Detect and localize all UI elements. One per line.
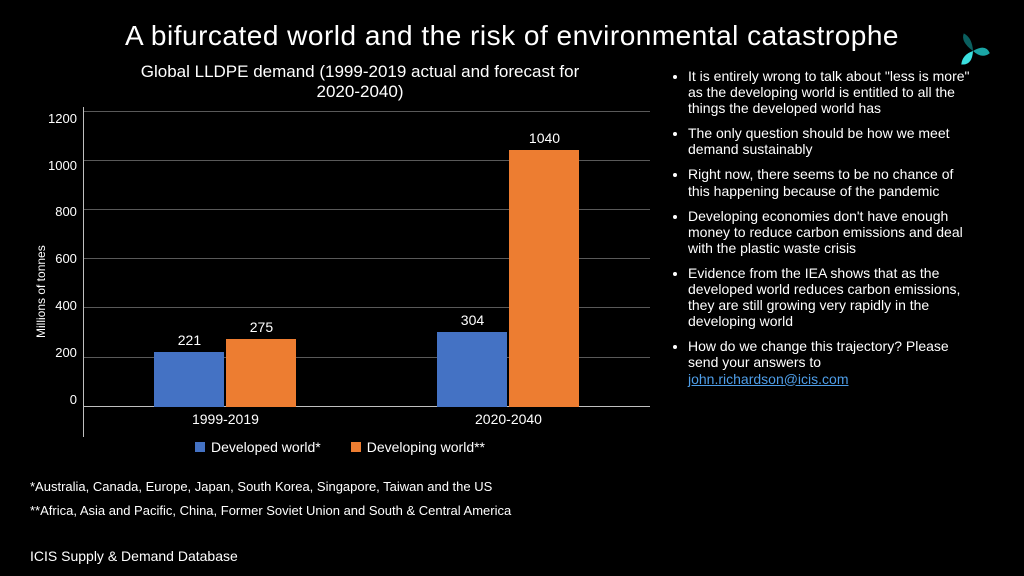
bar-group: 221275 — [84, 111, 367, 407]
ytick: 400 — [55, 298, 77, 313]
legend-item: Developing world** — [351, 439, 485, 455]
slide-title: A bifurcated world and the risk of envir… — [30, 20, 994, 52]
ytick: 1000 — [48, 158, 77, 173]
bar-value-label: 1040 — [529, 130, 560, 146]
chart-legend: Developed world* Developing world** — [30, 439, 650, 455]
bar-value-label: 304 — [461, 312, 484, 328]
legend-label: Developed world* — [211, 439, 321, 455]
ytick: 600 — [55, 251, 77, 266]
footnote: **Africa, Asia and Pacific, China, Forme… — [30, 499, 650, 524]
x-category: 2020-2040 — [367, 411, 650, 427]
bar-chart: Millions of tonnes 1200 1000 800 600 400… — [30, 107, 650, 437]
ytick: 0 — [70, 392, 77, 407]
ytick: 800 — [55, 204, 77, 219]
footnote: *Australia, Canada, Europe, Japan, South… — [30, 475, 650, 500]
email-link[interactable]: john.richardson@icis.com — [688, 371, 849, 387]
bullet-item: The only question should be how we meet … — [688, 125, 978, 157]
company-logo — [952, 30, 994, 72]
y-axis-ticks: 1200 1000 800 600 400 200 0 — [48, 107, 83, 437]
bullet-text: How do we change this trajectory? Please… — [688, 338, 949, 370]
bullet-item: Developing economies don't have enough m… — [688, 208, 978, 256]
x-category: 1999-2019 — [84, 411, 367, 427]
bar: 1040 — [509, 150, 579, 407]
bullet-item: It is entirely wrong to talk about "less… — [688, 68, 978, 116]
ytick: 1200 — [48, 111, 77, 126]
bar-value-label: 221 — [178, 332, 201, 348]
bullet-item: Right now, there seems to be no chance o… — [688, 166, 978, 198]
y-axis-label: Millions of tonnes — [30, 107, 48, 437]
bar: 275 — [226, 339, 296, 407]
ytick: 200 — [55, 345, 77, 360]
bar: 221 — [154, 352, 224, 407]
chart-title: Global LLDPE demand (1999-2019 actual an… — [130, 62, 590, 103]
chart-panel: Global LLDPE demand (1999-2019 actual an… — [30, 62, 650, 524]
legend-swatch — [351, 442, 361, 452]
bar-group: 3041040 — [367, 111, 650, 407]
bar-value-label: 275 — [250, 319, 273, 335]
source-attribution: ICIS Supply & Demand Database — [30, 548, 238, 564]
bullet-item: How do we change this trajectory? Please… — [688, 338, 978, 386]
legend-item: Developed world* — [195, 439, 321, 455]
legend-label: Developing world** — [367, 439, 485, 455]
bullet-item: Evidence from the IEA shows that as the … — [688, 265, 978, 329]
bullet-list: It is entirely wrong to talk about "less… — [670, 62, 994, 524]
bar: 304 — [437, 332, 507, 407]
legend-swatch — [195, 442, 205, 452]
